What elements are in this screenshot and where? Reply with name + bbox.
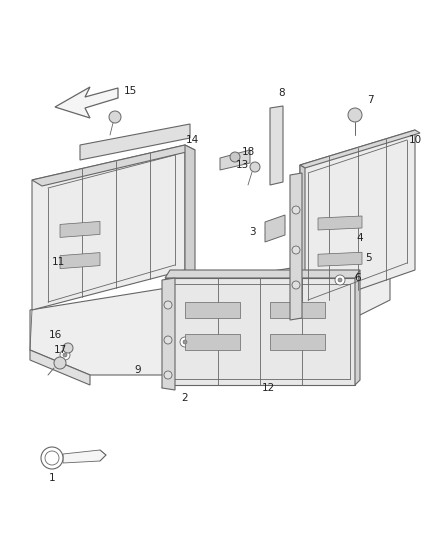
Polygon shape [162, 278, 175, 390]
Polygon shape [165, 278, 355, 385]
Text: 13: 13 [235, 160, 249, 170]
Circle shape [348, 108, 362, 122]
Circle shape [250, 162, 260, 172]
Polygon shape [30, 265, 390, 375]
Polygon shape [63, 450, 106, 463]
Polygon shape [165, 270, 360, 278]
Text: 16: 16 [48, 330, 62, 340]
Text: 8: 8 [279, 88, 285, 98]
Text: 5: 5 [365, 253, 371, 263]
Circle shape [335, 275, 345, 285]
Circle shape [292, 206, 300, 214]
Circle shape [109, 111, 121, 123]
Circle shape [54, 357, 66, 369]
Polygon shape [32, 145, 185, 310]
Text: 6: 6 [355, 273, 361, 283]
Polygon shape [185, 334, 240, 350]
Circle shape [41, 447, 63, 469]
Polygon shape [270, 334, 325, 350]
Polygon shape [300, 165, 305, 313]
Circle shape [292, 281, 300, 289]
Circle shape [60, 350, 70, 360]
Text: 15: 15 [124, 86, 137, 96]
Polygon shape [265, 215, 285, 242]
Circle shape [63, 343, 73, 353]
Text: 7: 7 [367, 95, 373, 105]
Polygon shape [60, 221, 100, 237]
Polygon shape [60, 253, 100, 269]
Text: 12: 12 [261, 383, 275, 393]
Text: 1: 1 [49, 473, 55, 483]
Polygon shape [80, 124, 190, 160]
Polygon shape [300, 130, 420, 168]
Polygon shape [318, 216, 362, 230]
Polygon shape [30, 350, 90, 385]
Text: 14: 14 [185, 135, 198, 145]
Circle shape [180, 337, 190, 347]
Circle shape [292, 246, 300, 254]
Text: 17: 17 [53, 345, 67, 355]
Circle shape [183, 340, 187, 344]
Text: 18: 18 [241, 147, 254, 157]
Polygon shape [270, 106, 283, 185]
Circle shape [230, 152, 240, 162]
Polygon shape [270, 302, 325, 318]
Text: 3: 3 [249, 227, 255, 237]
Polygon shape [220, 150, 250, 170]
Circle shape [45, 451, 59, 465]
Text: 9: 9 [135, 365, 141, 375]
Text: 2: 2 [182, 393, 188, 403]
Circle shape [164, 336, 172, 344]
Text: 11: 11 [51, 257, 65, 267]
Circle shape [338, 278, 342, 282]
Polygon shape [32, 145, 195, 186]
Circle shape [63, 353, 67, 357]
Circle shape [164, 301, 172, 309]
Polygon shape [355, 270, 360, 385]
Polygon shape [290, 173, 302, 320]
Polygon shape [55, 87, 118, 118]
Text: 10: 10 [409, 135, 421, 145]
Polygon shape [185, 302, 240, 318]
Polygon shape [318, 252, 362, 266]
Text: 4: 4 [357, 233, 363, 243]
Polygon shape [185, 145, 195, 275]
Polygon shape [300, 130, 415, 310]
Circle shape [164, 371, 172, 379]
